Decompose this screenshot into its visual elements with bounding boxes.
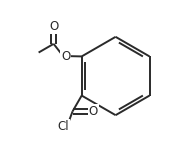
- Text: O: O: [61, 50, 70, 63]
- Text: O: O: [49, 20, 58, 33]
- Text: O: O: [89, 105, 98, 118]
- Text: Cl: Cl: [57, 120, 69, 133]
